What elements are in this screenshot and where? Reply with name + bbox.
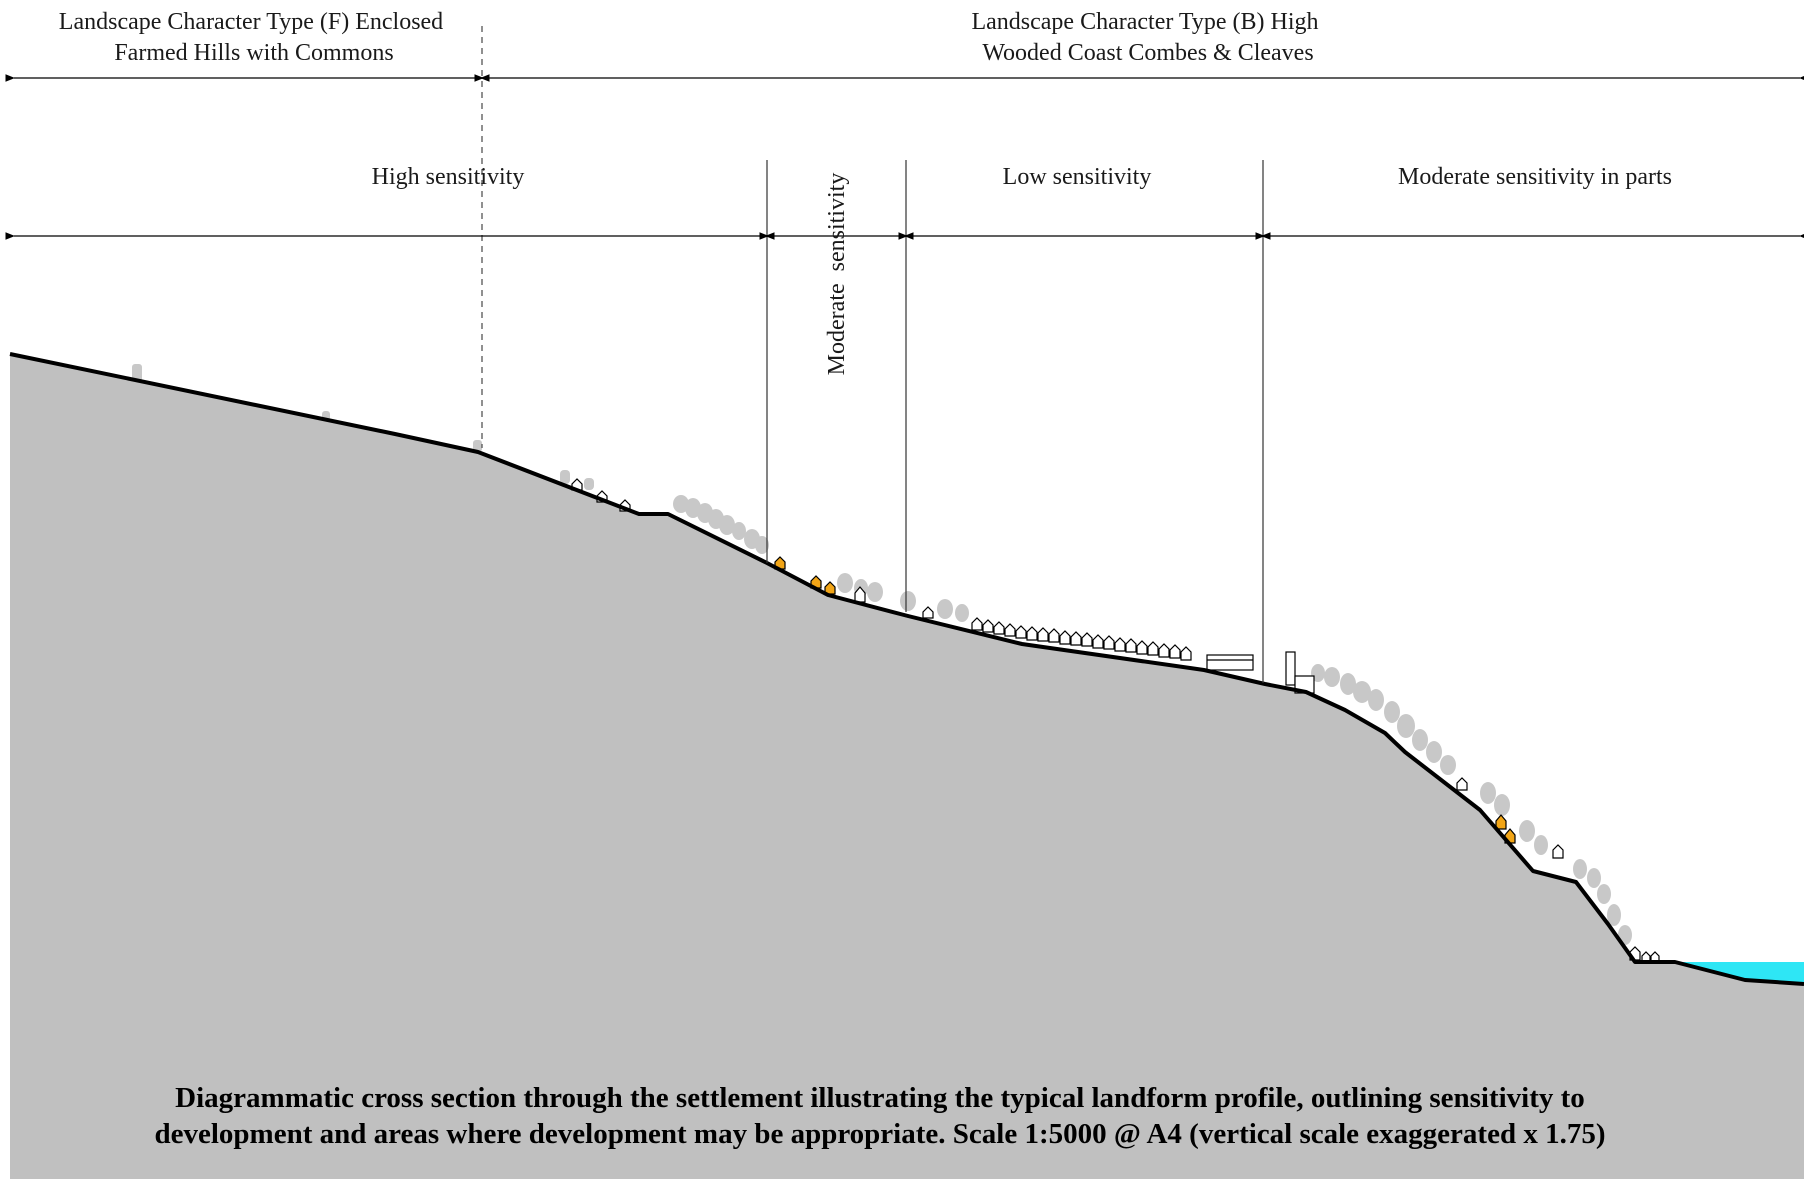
house [1456,777,1468,791]
highlighted-house [774,556,786,570]
house [1004,623,1016,637]
highlighted-house [810,575,822,589]
character-type-f-label: Landscape Character Type (F) Enclosed Fa… [59,9,449,66]
house [1169,644,1181,659]
moderate-sensitivity-label: Moderate sensitivity [824,173,850,376]
house [1070,631,1082,646]
sea-water [1675,962,1804,984]
large-building [1206,654,1254,671]
house [1092,634,1104,649]
house [1125,638,1137,653]
character-type-b-label: Landscape Character Type (B) High Wooded… [971,9,1324,66]
ground-section [10,354,1804,1179]
vegetation-layer [132,364,1632,945]
low-sensitivity-label: Low sensitivity [1003,164,1152,190]
house [1037,627,1049,642]
caption-line-2: development and areas where development … [154,1118,1606,1150]
tower-building [1285,651,1296,686]
house [854,586,866,603]
house [993,621,1005,635]
house [1059,630,1071,645]
house [1158,643,1170,658]
house [1147,641,1159,656]
diagram-caption: Diagrammatic cross section through the s… [40,1080,1720,1152]
highlighted-house [1495,814,1507,830]
house [1048,628,1060,643]
buildings-layer [571,478,1660,963]
highlighted-house [824,581,836,595]
caption-line-1: Diagrammatic cross section through the s… [175,1082,1585,1114]
house [982,619,994,633]
high-sensitivity-label: High sensitivity [372,164,525,190]
house [1136,640,1148,655]
landform-profile-line [9,352,1804,986]
house [1114,637,1126,652]
house [1026,626,1038,641]
moderate-sensitivity-in-parts-label: Moderate sensitivity in parts [1398,164,1672,190]
house [1103,635,1115,650]
house [971,617,983,631]
house [1081,632,1093,647]
house [1015,625,1027,639]
house [922,606,934,619]
house [1180,646,1192,661]
house [1552,844,1564,859]
